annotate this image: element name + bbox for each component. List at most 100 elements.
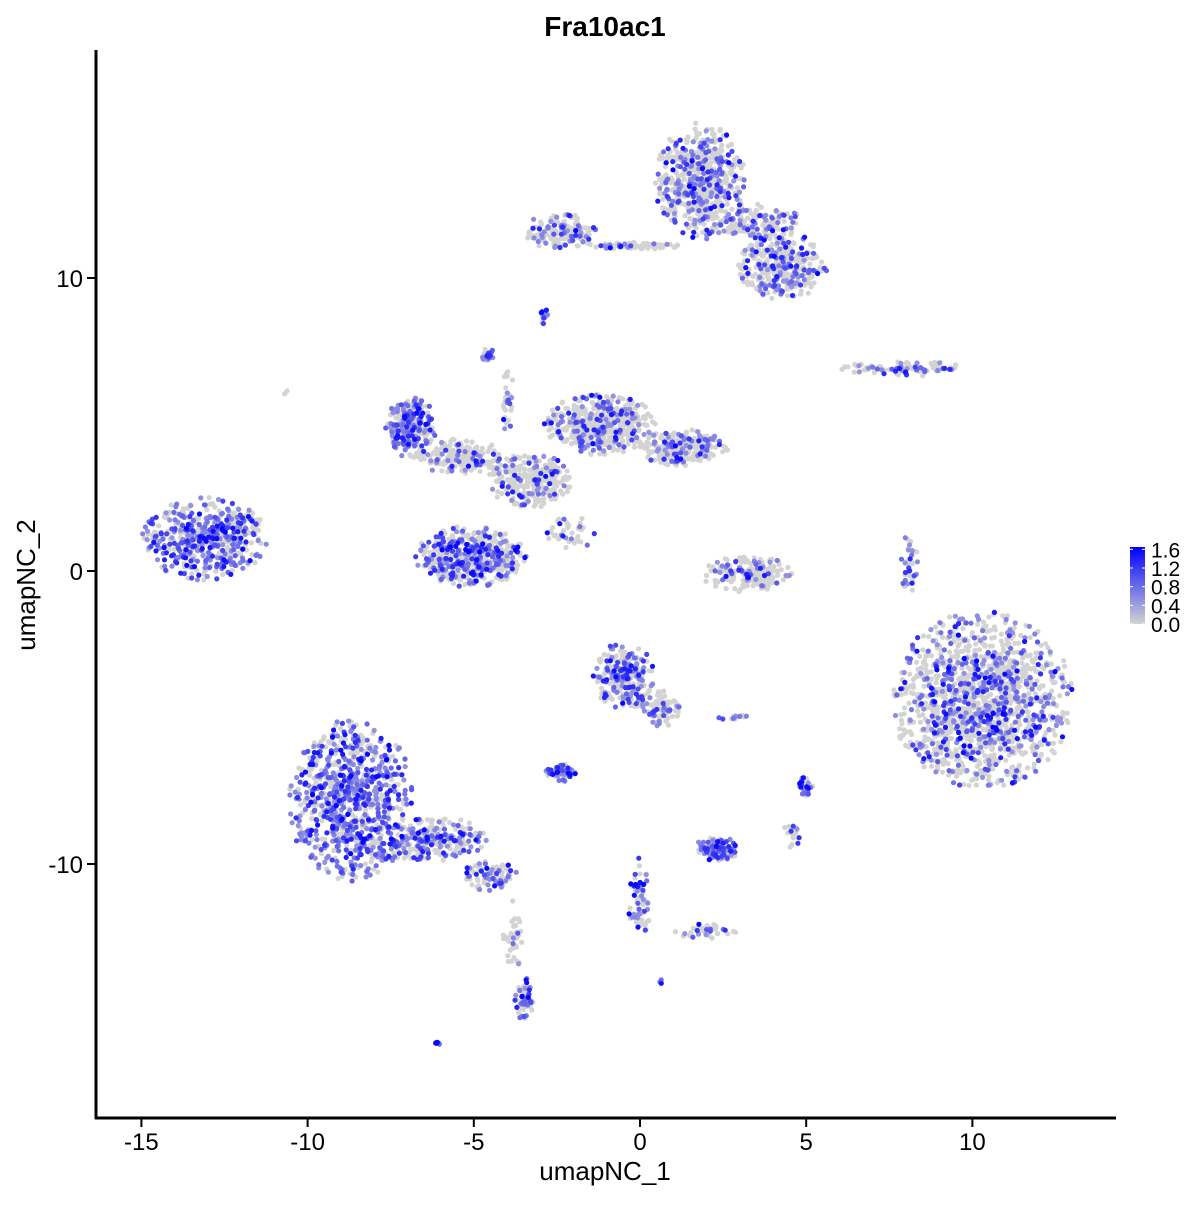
cell-point	[910, 690, 916, 697]
points-layer	[140, 120, 1075, 1047]
cell-point	[451, 437, 457, 443]
cell-point	[1052, 732, 1058, 738]
cell-point	[918, 665, 925, 671]
cell-point	[917, 653, 923, 659]
cell-point	[658, 435, 664, 441]
cell-point	[653, 699, 659, 705]
cell-point	[723, 585, 729, 592]
cell-point	[532, 501, 539, 507]
cell-point	[946, 772, 952, 778]
cell-point	[1031, 761, 1037, 767]
cell-point	[660, 205, 666, 211]
cell-point	[497, 475, 503, 481]
cell-point	[309, 836, 315, 843]
cell-point	[644, 422, 650, 428]
cell-point	[632, 875, 638, 881]
cell-point	[496, 568, 502, 574]
cell-point	[597, 659, 603, 665]
cell-point	[601, 652, 607, 658]
cell-point	[493, 530, 499, 536]
cell-point	[710, 211, 716, 217]
cell-point	[713, 444, 719, 450]
cell-point	[156, 523, 162, 529]
cell-point	[560, 476, 566, 482]
cell-point	[440, 822, 446, 828]
cell-point	[402, 854, 409, 860]
cell-point	[923, 662, 929, 668]
cell-point	[953, 747, 959, 753]
cell-point	[578, 411, 584, 417]
cell-point	[750, 583, 756, 589]
cell-point	[505, 953, 511, 959]
cell-point	[781, 231, 787, 237]
cell-point	[915, 708, 921, 714]
cell-point	[641, 431, 647, 438]
cell-point	[516, 1009, 522, 1016]
cell-point	[902, 560, 908, 566]
cell-point	[1045, 645, 1051, 651]
cell-point	[501, 374, 507, 380]
cell-point	[595, 679, 601, 685]
cell-point	[851, 369, 857, 375]
cell-point	[499, 862, 506, 868]
cell-point	[702, 194, 708, 200]
cell-point	[567, 484, 573, 490]
cell-point	[652, 457, 658, 463]
cell-point	[516, 961, 522, 967]
cell-point	[731, 221, 737, 227]
cell-point	[633, 919, 640, 926]
cell-point	[548, 218, 554, 224]
cell-point	[318, 739, 324, 745]
cell-point	[1003, 723, 1009, 730]
cell-point	[708, 568, 714, 574]
cell-point	[553, 417, 559, 423]
cell-point	[639, 917, 645, 923]
cell-point	[990, 766, 996, 772]
cell-point	[943, 731, 950, 737]
cell-point	[626, 406, 633, 412]
cell-point	[1025, 765, 1031, 771]
cell-point	[510, 923, 517, 929]
cell-point	[224, 544, 230, 551]
cell-point	[767, 232, 773, 238]
cell-point	[748, 561, 754, 567]
cell-point	[966, 782, 972, 789]
cell-point	[1001, 648, 1007, 654]
cell-point	[450, 580, 457, 586]
cell-point	[912, 675, 918, 681]
cell-point	[565, 405, 571, 412]
cell-point	[765, 270, 771, 277]
cell-point	[731, 156, 738, 162]
cell-point	[502, 531, 508, 537]
cell-point	[487, 445, 493, 451]
cell-point	[710, 452, 716, 458]
chart-title: Fra10ac1	[544, 11, 665, 42]
cell-point	[620, 396, 626, 402]
cell-point	[1007, 658, 1014, 664]
cell-point	[921, 764, 927, 770]
cell-point	[785, 293, 791, 299]
cell-point	[450, 447, 456, 453]
cell-point	[439, 468, 445, 474]
cell-point	[168, 502, 174, 508]
cell-point	[541, 495, 547, 501]
cell-point	[768, 220, 774, 226]
cell-point	[900, 732, 906, 738]
cell-point	[646, 451, 653, 457]
cell-point	[194, 567, 200, 574]
cell-point	[569, 441, 575, 447]
cell-point	[297, 802, 303, 808]
cell-point	[254, 527, 260, 533]
cell-point	[932, 746, 938, 753]
cell-point	[620, 449, 627, 455]
cell-point	[407, 848, 413, 854]
cell-point	[1058, 739, 1064, 745]
cell-point	[503, 866, 509, 872]
cell-point	[504, 553, 510, 559]
cell-point	[189, 571, 195, 577]
cell-point	[740, 577, 746, 584]
cell-point	[798, 291, 804, 297]
cell-point	[694, 130, 700, 136]
cell-point	[1016, 762, 1023, 768]
cell-point	[749, 282, 756, 288]
